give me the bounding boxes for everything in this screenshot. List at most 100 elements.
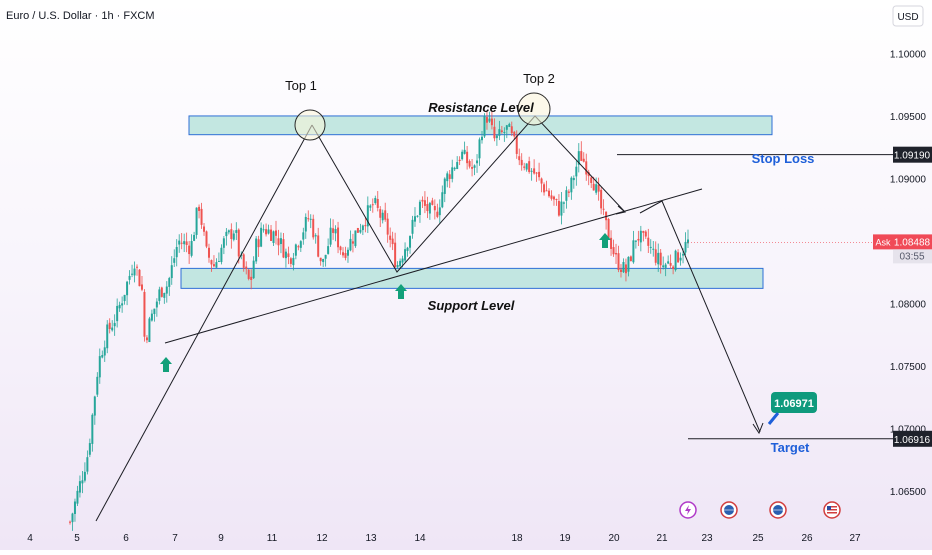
candle-body: [195, 207, 198, 235]
candle-body: [629, 256, 632, 261]
candle-body: [572, 177, 575, 181]
support-zone[interactable]: [180, 267, 764, 289]
candle-body: [200, 208, 203, 225]
candle-body: [595, 184, 598, 193]
candle-body: [349, 238, 352, 251]
candle-body: [272, 231, 275, 243]
candle-body: [361, 225, 364, 231]
candle-body: [622, 261, 625, 273]
candle-body: [433, 206, 436, 211]
price-axis-layer: 1.100001.095001.090001.085001.080001.075…: [688, 49, 932, 498]
target-label: Target: [771, 440, 810, 455]
candle-body: [250, 276, 253, 280]
candle-body: [394, 242, 397, 267]
candle-body: [371, 204, 374, 206]
countdown-tag: [893, 249, 932, 264]
candle-body: [91, 414, 94, 444]
candle-body: [106, 324, 109, 349]
time-tick-label: 13: [365, 533, 377, 544]
candle-body: [136, 266, 139, 268]
candle-body: [344, 252, 347, 258]
candle-body: [543, 184, 546, 193]
projection-path-line[interactable]: [639, 200, 761, 433]
time-tick-label: 7: [172, 533, 178, 544]
candle-body: [294, 244, 297, 256]
candle-body: [473, 165, 476, 168]
time-tick-label: 14: [414, 533, 426, 544]
candle-body: [565, 190, 568, 201]
candle-body: [391, 238, 394, 245]
currency-button[interactable]: USD: [892, 5, 924, 27]
candle-body: [76, 490, 79, 504]
candle-body: [550, 195, 553, 199]
top2-circle: [517, 92, 551, 126]
candle-body: [126, 281, 129, 296]
candle-body: [436, 211, 439, 217]
candle-body: [118, 304, 121, 309]
candle-body: [153, 308, 156, 315]
top1-circle: [294, 109, 326, 141]
candle-body: [304, 216, 307, 232]
time-tick-label: 21: [656, 533, 668, 544]
candle-body: [443, 178, 446, 194]
candle-body: [230, 229, 233, 240]
candle-body: [498, 129, 501, 136]
resistance-zone[interactable]: [188, 115, 773, 136]
projection-arrow-head: [752, 422, 764, 435]
candle-body: [198, 206, 201, 211]
candle-body: [143, 291, 146, 337]
candle-body: [334, 229, 337, 234]
candle-body: [170, 265, 173, 279]
candle-body: [411, 219, 414, 234]
candle-body: [364, 225, 367, 227]
time-tick-label: 26: [801, 533, 813, 544]
candle-body: [652, 248, 655, 250]
candle-body: [471, 167, 474, 169]
candle-body: [466, 151, 469, 164]
candle-body: [672, 266, 675, 270]
candle-body: [359, 229, 362, 233]
annotations-layer: Top 1 Top 2 Resistance Level Support Level S…: [160, 71, 817, 455]
candle-body: [188, 245, 191, 255]
candle-body: [679, 257, 682, 261]
candle-body: [505, 125, 508, 130]
candle-body: [160, 287, 163, 297]
candle-body: [562, 202, 565, 204]
candle-body: [138, 269, 141, 287]
candle-body: [86, 457, 89, 472]
candle-body: [461, 151, 464, 160]
price-tick-label: 1.09000: [890, 174, 927, 185]
price-tick-label: 1.10000: [890, 49, 927, 60]
candle-body: [69, 521, 71, 523]
candle-body: [267, 229, 270, 234]
candle-body: [500, 130, 503, 133]
candle-body: [448, 174, 451, 179]
candle-body: [145, 337, 148, 341]
candle-body: [185, 241, 188, 245]
candle-body: [642, 230, 645, 233]
candle-body: [555, 198, 558, 200]
candle-body: [133, 268, 136, 276]
candle-body: [150, 313, 153, 321]
time-tick-label: 19: [559, 533, 571, 544]
time-axis-layer: 4 5 6 7 9 11 12 13 14 18 19 20 21 23 25 26 27: [27, 533, 861, 544]
trend-line-rise[interactable]: [95, 124, 313, 522]
target-price-tag: [893, 430, 932, 447]
candle-body: [175, 246, 178, 258]
candle-body: [299, 241, 302, 248]
candle-body: [242, 254, 245, 268]
candle-body: [560, 201, 563, 216]
rising-trend-line[interactable]: [164, 188, 703, 344]
candle-body: [284, 251, 287, 259]
candle-body: [456, 162, 459, 170]
candle-body: [93, 396, 96, 416]
ask-tag[interactable]: [873, 234, 893, 250]
candle-body: [483, 116, 486, 137]
zigzag-pattern-line[interactable]: [311, 115, 626, 273]
candle-body: [508, 123, 511, 127]
candle-body: [297, 246, 300, 248]
currency-label: USD: [897, 12, 918, 23]
time-tick-label: 6: [123, 533, 129, 544]
